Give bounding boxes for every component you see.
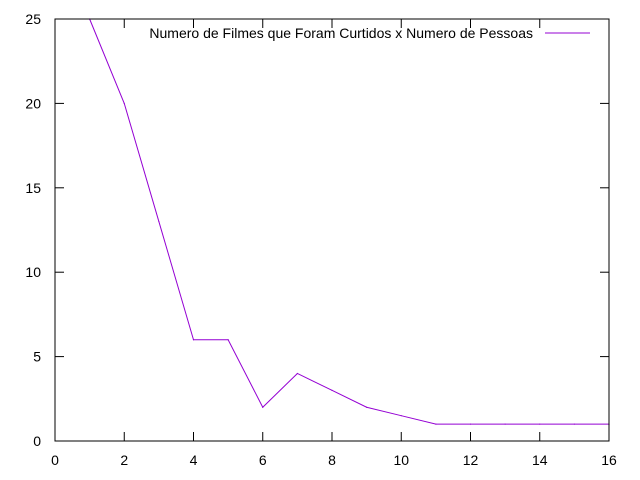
x-tick-label: 0 xyxy=(51,452,59,468)
data-point xyxy=(504,423,506,425)
plot-frame xyxy=(54,18,610,442)
data-point xyxy=(262,406,264,408)
tick-labels: 0 2 4 6 8 10 12 14 16 0 5 10 15 20 25 xyxy=(25,11,617,468)
data-point xyxy=(123,102,125,104)
data-point xyxy=(469,423,472,425)
data-point xyxy=(158,220,160,223)
x-tick-label: 10 xyxy=(393,452,409,468)
y-tick-label: 10 xyxy=(25,264,41,280)
x-tick-label: 2 xyxy=(120,452,128,468)
x-tick-label: 4 xyxy=(190,452,198,468)
x-tick-label: 16 xyxy=(601,452,617,468)
x-tick-label: 12 xyxy=(463,452,479,468)
data-point xyxy=(366,406,368,408)
data-point xyxy=(435,423,437,425)
y-tick-label: 5 xyxy=(33,349,41,365)
x-tick-label: 6 xyxy=(259,452,267,468)
y-tick-label: 20 xyxy=(25,95,41,111)
data-point xyxy=(192,339,195,341)
y-tick-label: 25 xyxy=(25,11,41,27)
data-point xyxy=(296,372,298,375)
data-point xyxy=(400,415,402,417)
legend-label: Numero de Filmes que Foram Curtidos x Nu… xyxy=(149,25,533,41)
series-layer xyxy=(89,18,610,425)
data-point xyxy=(331,389,333,391)
data-point xyxy=(227,339,229,341)
axis-ticks xyxy=(54,18,610,442)
legend: Numero de Filmes que Foram Curtidos x Nu… xyxy=(149,25,590,41)
x-tick-label: 8 xyxy=(328,452,336,468)
data-point xyxy=(573,423,575,425)
y-tick-label: 15 xyxy=(25,180,41,196)
x-tick-label: 14 xyxy=(532,452,548,468)
y-tick-label: 0 xyxy=(33,433,41,449)
series-line xyxy=(89,18,609,425)
data-point xyxy=(539,423,541,425)
